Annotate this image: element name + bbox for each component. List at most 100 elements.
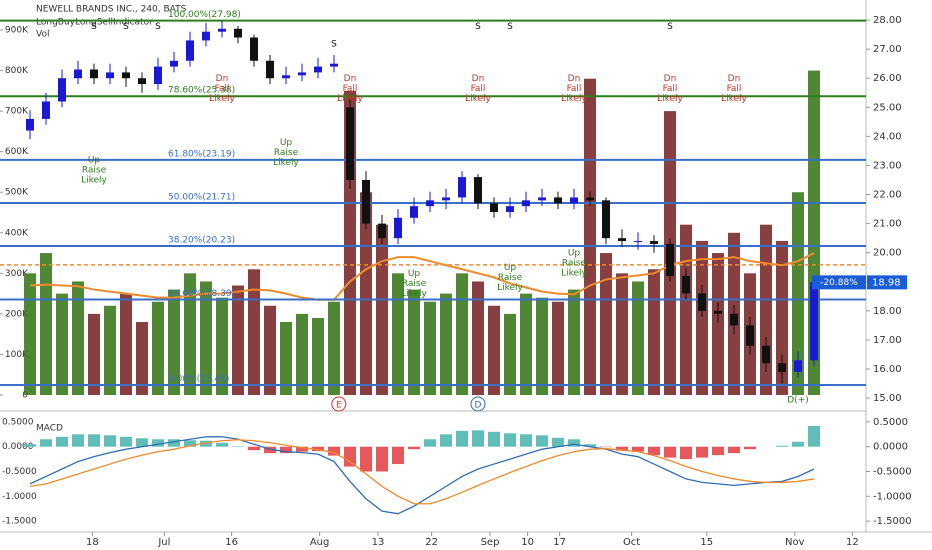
candle-body (810, 282, 818, 361)
histogram-bar (24, 444, 36, 447)
histogram-bar (376, 446, 388, 472)
y-tick-label: -1.0000 (873, 491, 912, 502)
x-tick-label: Jul (157, 537, 170, 548)
signal-annotation: Up Raise Likely (81, 155, 107, 185)
annotation-line: S (123, 21, 129, 31)
indicator-name: LongBuyLongSellIndicator (36, 18, 153, 28)
signal-annotation: Dn Fall Likely (337, 74, 363, 104)
y-tick-label-left: -1.5000 (2, 517, 37, 527)
histogram-bar (632, 446, 644, 452)
y-tick-label: 22.00 (873, 190, 902, 201)
candle-body (346, 107, 354, 180)
y-tick-label: 17.00 (873, 335, 902, 346)
candle-body (682, 275, 690, 294)
y-tick-label-left: 0.5000 (2, 417, 34, 427)
annotation-line: Raise (402, 279, 427, 289)
annotation-line: Fall (727, 84, 742, 94)
annotation-line: Fall (471, 84, 486, 94)
x-tick-label: Sep (481, 537, 500, 548)
volume-bar (696, 240, 708, 395)
volume-bar (88, 313, 100, 395)
volume-bar (232, 285, 244, 395)
candle-body (282, 75, 290, 79)
histogram-bar (552, 437, 564, 447)
histogram-bar (264, 446, 276, 454)
annotation-line: Likely (561, 268, 587, 278)
volume-bar (200, 281, 212, 395)
y-tick-label-left: 0.0000 (2, 442, 34, 452)
candle-body (794, 360, 802, 372)
candle-body (138, 78, 146, 85)
volume-tick-label: 300K (5, 269, 29, 279)
histogram-bar (120, 436, 132, 447)
candle-body (442, 197, 450, 201)
volume-bar (216, 297, 228, 395)
histogram-bar (136, 438, 148, 447)
fib-label: 38.20%(20.23) (168, 236, 235, 246)
volume-bar (104, 305, 116, 395)
annotation-line: S (507, 21, 513, 31)
volume-bar (312, 317, 324, 395)
volume-bar (792, 192, 804, 395)
volume-bar (40, 253, 52, 395)
last-price-tag (867, 275, 907, 290)
candle-body (266, 60, 274, 79)
signal-annotation: S (91, 21, 97, 31)
candle-body (762, 345, 770, 364)
volume-bar (472, 281, 484, 395)
signal-annotation: S (507, 21, 513, 31)
annotation-line: Likely (721, 94, 747, 104)
histogram-bar (56, 436, 68, 447)
annotation-line: Dn (216, 74, 229, 84)
fib-label: 61.80%(23.19) (168, 149, 235, 159)
last-price-box (812, 275, 866, 290)
y-tick-label: 16.00 (873, 364, 902, 375)
histogram-bar (440, 434, 452, 447)
y-tick-label: 26.00 (873, 73, 902, 84)
annotation-line: D(+) (787, 395, 809, 405)
volume-bar (24, 273, 36, 395)
volume-bar (616, 273, 628, 395)
y-tick-label: 18.00 (873, 306, 902, 317)
candle-body (746, 325, 754, 346)
x-tick-label: 12 (846, 537, 859, 548)
annotation-line: Raise (274, 148, 299, 158)
annotation-line: S (91, 21, 97, 31)
annotation-line: Raise (498, 273, 523, 283)
signal-annotation: S (475, 21, 481, 31)
signal-annotation: Dn Fall Likely (561, 74, 587, 104)
histogram-bar (424, 439, 436, 447)
histogram-bar (200, 440, 212, 447)
volume-tick-label: 100K (5, 350, 29, 360)
annotation-line: Dn (472, 74, 485, 84)
annotation-line: Likely (209, 94, 235, 104)
histogram-bar (488, 431, 500, 447)
volume-tick-label: 600K (5, 147, 29, 157)
annotation-line: Up (504, 263, 517, 273)
candle-body (666, 243, 674, 276)
signal-annotation: S (155, 21, 161, 31)
last-price-label: 18.98 (872, 277, 901, 288)
annotation-line: Likely (465, 94, 491, 104)
y-tick-label: 15.00 (873, 393, 902, 404)
candle-body (698, 293, 706, 311)
y-tick-label: 25.00 (873, 102, 902, 113)
histogram-bar (312, 446, 324, 452)
candle-body (250, 37, 258, 61)
histogram-bar (536, 435, 548, 447)
candle-body (170, 60, 178, 67)
histogram-bar (456, 430, 468, 447)
annotation-line: Dn (344, 74, 357, 84)
volume-bar (248, 269, 260, 395)
histogram-bar (360, 446, 372, 472)
histogram-bar (616, 446, 628, 451)
macd-line (29, 436, 815, 515)
histogram-bar (40, 439, 52, 447)
x-tick-label: Nov (785, 537, 805, 548)
histogram-bar (776, 445, 788, 447)
volume-bar (632, 281, 644, 395)
volume-bar (376, 224, 388, 395)
y-tick-label: 21.00 (873, 219, 902, 230)
annotation-line: Likely (81, 175, 107, 185)
candle-body (426, 200, 434, 207)
